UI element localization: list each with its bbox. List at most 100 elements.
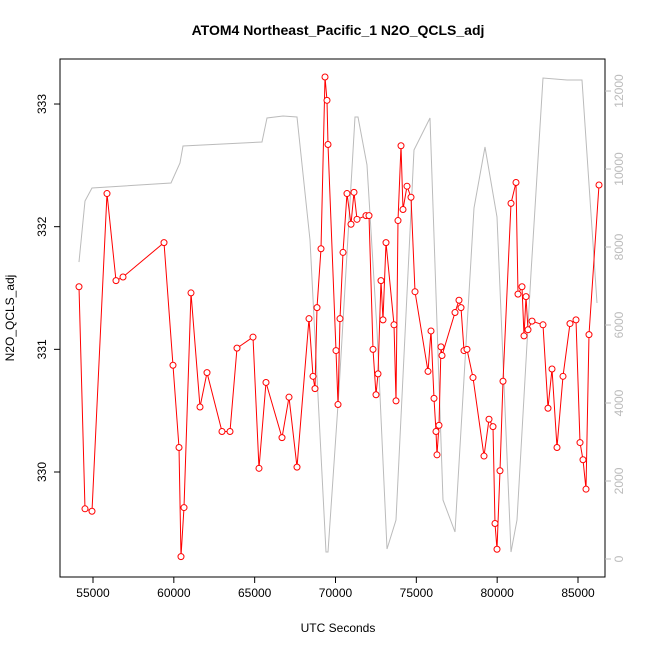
- data-point: [397, 142, 405, 150]
- data-point: [433, 451, 441, 459]
- data-point: [522, 293, 530, 301]
- data-point: [514, 290, 522, 298]
- data-point: [379, 316, 387, 324]
- plot-frame: [59, 58, 606, 578]
- data-point: [582, 485, 590, 493]
- data-point: [255, 464, 263, 472]
- data-point: [311, 385, 319, 393]
- y2-tick-label: 4000: [612, 389, 626, 416]
- series-line: [78, 77, 598, 553]
- data-point: [88, 507, 96, 515]
- data-point: [485, 415, 493, 423]
- data-point: [305, 315, 313, 323]
- data-point: [539, 321, 547, 329]
- data-point: [336, 315, 344, 323]
- data-point: [309, 372, 317, 380]
- data-point: [424, 367, 432, 375]
- data-point: [350, 188, 358, 196]
- data-point: [392, 397, 400, 405]
- data-point: [553, 443, 561, 451]
- data-point: [175, 443, 183, 451]
- data-point: [119, 273, 127, 281]
- y-tick-label: 330: [35, 462, 49, 482]
- y-axis-label: N2O_QCLS_adj: [3, 275, 17, 362]
- data-point: [403, 182, 411, 190]
- x-axis-label: UTC Seconds: [301, 621, 376, 635]
- data-point: [343, 190, 351, 198]
- y-tick-label: 333: [35, 94, 49, 114]
- data-point: [559, 372, 567, 380]
- y2-tick-label: 6000: [612, 311, 626, 338]
- data-point: [499, 377, 507, 385]
- x-tick-label: 75000: [400, 586, 434, 600]
- y-tick-label: 332: [35, 216, 49, 236]
- data-point: [566, 320, 574, 328]
- data-point: [180, 504, 188, 512]
- data-point: [496, 467, 504, 475]
- data-point: [313, 304, 321, 312]
- x-tick-label: 65000: [238, 586, 272, 600]
- data-point: [353, 215, 361, 223]
- data-point: [432, 428, 440, 436]
- data-point: [430, 394, 438, 402]
- data-point: [480, 452, 488, 460]
- data-point: [81, 505, 89, 513]
- data-point: [334, 401, 342, 409]
- data-point: [595, 181, 603, 189]
- data-point: [339, 248, 347, 256]
- data-point: [512, 179, 520, 187]
- y2-tick-label: 10000: [612, 152, 626, 186]
- data-point: [407, 193, 415, 201]
- data-point: [75, 283, 83, 291]
- data-point: [507, 199, 515, 207]
- data-point: [518, 283, 526, 291]
- x-tick-label: 80000: [480, 586, 514, 600]
- chart-title: ATOM4 Northeast_Pacific_1 N2O_QCLS_adj: [192, 22, 485, 38]
- data-point: [491, 520, 499, 528]
- data-point: [324, 140, 332, 148]
- data-point: [544, 404, 552, 412]
- data-point: [427, 327, 435, 335]
- data-point: [278, 434, 286, 442]
- data-point: [585, 331, 593, 339]
- data-point: [347, 220, 355, 228]
- data-point: [218, 428, 226, 436]
- data-point: [520, 332, 528, 340]
- data-point: [177, 553, 185, 561]
- data-point: [469, 374, 477, 382]
- data-point: [493, 545, 501, 553]
- x-tick-label: 85000: [561, 586, 595, 600]
- data-point: [317, 245, 325, 253]
- data-point: [233, 344, 241, 352]
- data-point: [528, 317, 536, 325]
- y2-tick-label: 2000: [612, 467, 626, 494]
- y2-tick-label: 8000: [612, 233, 626, 260]
- data-point: [226, 428, 234, 436]
- data-point: [455, 296, 463, 304]
- data-point: [463, 345, 471, 353]
- y-tick-label: 331: [35, 339, 49, 359]
- data-point: [249, 333, 257, 341]
- data-point: [524, 326, 532, 334]
- data-point: [457, 304, 465, 312]
- data-point: [369, 345, 377, 353]
- data-point: [394, 217, 402, 225]
- data-point: [437, 343, 445, 351]
- data-point: [377, 277, 385, 285]
- data-point: [160, 239, 168, 247]
- data-point: [169, 361, 177, 369]
- data-point: [293, 463, 301, 471]
- data-point: [382, 239, 390, 247]
- data-point: [438, 351, 446, 359]
- data-point: [390, 321, 398, 329]
- data-point: [332, 347, 340, 355]
- data-point: [579, 456, 587, 464]
- data-point: [203, 369, 211, 377]
- data-point: [187, 289, 195, 297]
- x-tick-label: 55000: [76, 586, 110, 600]
- data-point: [374, 370, 382, 378]
- data-point: [285, 393, 293, 401]
- data-point: [572, 316, 580, 324]
- data-point: [365, 212, 373, 220]
